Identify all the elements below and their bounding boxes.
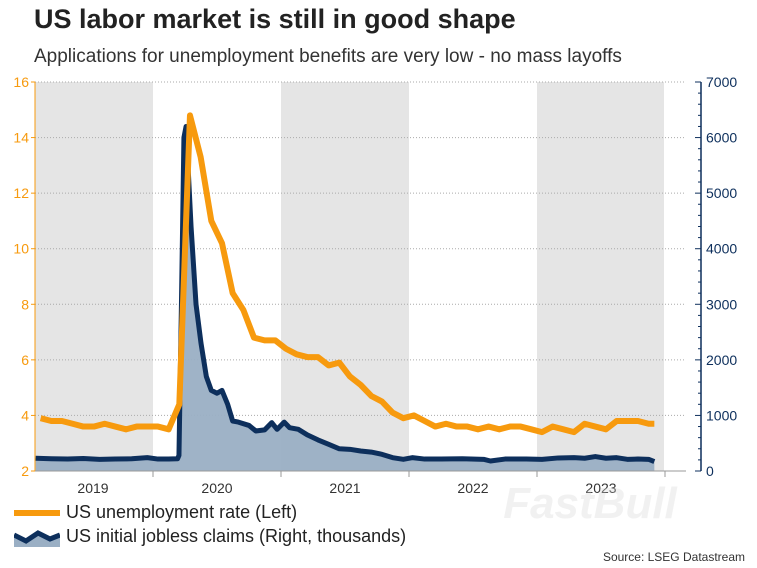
right-tick-label: 5000 xyxy=(706,185,737,201)
left-tick-label: 4 xyxy=(21,407,29,423)
right-tick-label: 7000 xyxy=(706,74,737,90)
legend-item-unemployment: US unemployment rate (Left) xyxy=(14,502,297,523)
right-tick-label: 6000 xyxy=(706,130,737,146)
right-tick-label: 0 xyxy=(706,463,714,479)
legend-item-claims: US initial jobless claims (Right, thousa… xyxy=(12,526,407,547)
left-tick-label: 10 xyxy=(13,241,29,257)
left-tick-label: 2 xyxy=(21,463,29,479)
source-note: Source: LSEG Datastream xyxy=(602,550,745,564)
shaded-year-band xyxy=(537,82,664,471)
chart-subtitle: Applications for unemployment benefits a… xyxy=(34,46,622,67)
right-tick-label: 3000 xyxy=(706,296,737,312)
right-tick-label: 4000 xyxy=(706,241,737,257)
left-tick-label: 8 xyxy=(21,296,29,312)
left-tick-label: 14 xyxy=(13,130,29,146)
left-tick-label: 6 xyxy=(21,352,29,368)
x-tick-label: 2022 xyxy=(457,480,488,496)
x-tick-label: 2021 xyxy=(329,480,360,496)
claims-line xyxy=(35,123,656,464)
watermark-text: FastBull xyxy=(503,479,677,528)
legend-label: US initial jobless claims (Right, thousa… xyxy=(66,526,407,546)
left-tick-label: 16 xyxy=(13,74,29,90)
chart-title: US labor market is still in good shape xyxy=(34,4,516,34)
legend-swatch-unemployment xyxy=(14,503,60,523)
x-tick-label: 2019 xyxy=(77,480,108,496)
x-tick-label: 2023 xyxy=(585,480,616,496)
x-tick-label: 2020 xyxy=(201,480,232,496)
legend-swatch-claims xyxy=(12,527,61,547)
right-tick-label: 1000 xyxy=(706,407,737,423)
left-tick-label: 12 xyxy=(13,185,29,201)
shaded-year-band xyxy=(35,82,153,471)
legend-label: US unemployment rate (Left) xyxy=(66,502,298,522)
right-tick-label: 2000 xyxy=(706,352,737,368)
